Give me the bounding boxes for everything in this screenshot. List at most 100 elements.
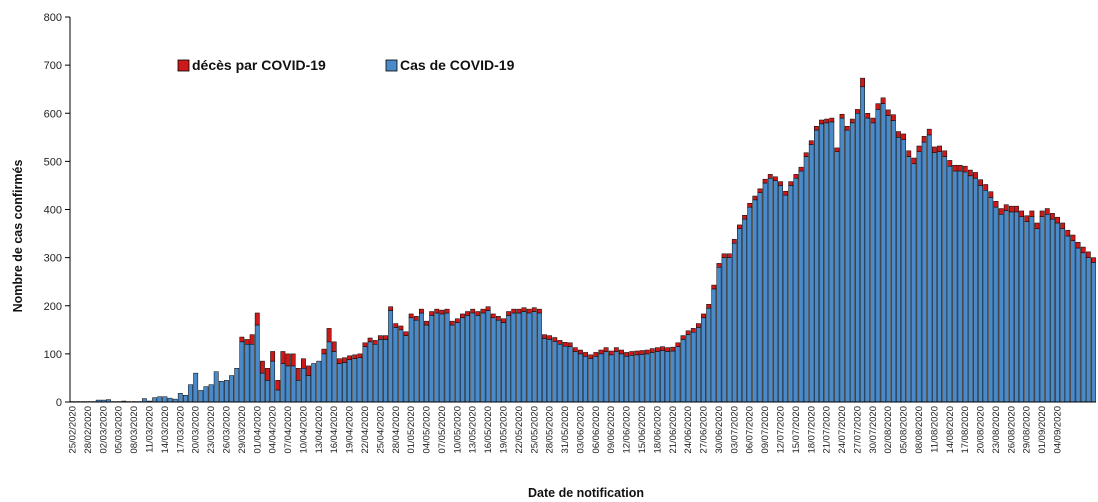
y-tick-label: 300 — [44, 253, 62, 265]
bar-deaths — [639, 350, 645, 355]
bar-deaths — [1055, 216, 1060, 224]
x-tick-label: 14/03/2020 — [160, 406, 171, 454]
bar-deaths — [721, 253, 727, 258]
bar-cases — [383, 339, 388, 403]
bar-cases — [357, 357, 363, 403]
bar-cases — [870, 122, 876, 403]
bar-cases — [875, 109, 881, 403]
bar-cases — [880, 103, 886, 403]
bar-deaths — [685, 330, 691, 335]
x-tick-label: 03/06/2020 — [575, 406, 586, 454]
bar-cases — [475, 315, 481, 403]
x-tick-label: 03/07/2020 — [729, 406, 740, 454]
bar-deaths — [690, 328, 696, 333]
bar-deaths — [942, 150, 948, 157]
bar-deaths — [762, 178, 768, 184]
x-tick-label: 04/09/2020 — [1053, 406, 1064, 454]
bar-cases — [326, 341, 332, 403]
bar-cases — [1044, 214, 1050, 403]
bar-cases — [593, 356, 599, 403]
y-tick-label: 0 — [56, 397, 62, 409]
x-tick-label: 09/06/2020 — [606, 406, 617, 454]
bar-deaths — [1014, 205, 1019, 213]
bar-deaths — [593, 352, 599, 357]
bar-cases — [352, 358, 358, 403]
bar-cases — [239, 341, 245, 403]
bar-deaths — [680, 335, 686, 340]
bar-deaths — [249, 334, 255, 345]
y-tick-label: 700 — [44, 60, 62, 72]
bar-cases — [444, 312, 450, 403]
x-tick-label: 23/08/2020 — [991, 406, 1002, 454]
y-axis-title: Nombre de cas confirmés — [11, 160, 25, 313]
bar-cases — [988, 197, 994, 403]
bar-cases — [495, 319, 501, 403]
bar-cases — [198, 390, 204, 403]
bar-deaths — [911, 157, 917, 165]
bar-deaths — [978, 179, 983, 186]
bar-cases — [424, 324, 429, 403]
x-tick-label: 11/03/2020 — [145, 406, 156, 453]
bar-cases — [521, 311, 527, 403]
bar-deaths — [1075, 241, 1081, 249]
x-tick-label: 17/08/2020 — [960, 406, 971, 454]
bar-deaths — [275, 380, 281, 391]
bar-cases — [536, 312, 542, 403]
bar-cases — [254, 324, 260, 403]
bar-cases — [193, 372, 199, 403]
bar-cases — [788, 185, 794, 403]
bar-cases — [896, 137, 901, 403]
bar-deaths — [254, 312, 260, 326]
x-tick-label: 10/04/2020 — [298, 406, 309, 454]
bar-cases — [259, 372, 265, 403]
x-tick-label: 08/08/2020 — [914, 406, 925, 454]
bar-deaths — [1024, 215, 1030, 222]
bar-deaths — [803, 152, 809, 157]
bar-deaths — [962, 165, 968, 173]
bar-cases — [1049, 218, 1055, 403]
x-tick-label: 30/06/2020 — [714, 406, 725, 454]
bar-cases — [301, 368, 306, 403]
x-axis-title: Date de notification — [528, 486, 644, 500]
x-tick-label: 25/05/2020 — [529, 406, 540, 454]
bar-cases — [588, 358, 594, 403]
x-tick-label: 23/03/2020 — [206, 406, 217, 454]
legend-swatch-cas — [385, 59, 398, 72]
bar-deaths — [619, 349, 624, 355]
bar-cases — [578, 353, 583, 403]
bar-deaths — [644, 349, 650, 355]
bar-deaths — [326, 328, 332, 343]
bar-cases — [721, 257, 727, 403]
x-tick-label: 08/03/2020 — [129, 406, 140, 454]
bar-cases — [429, 315, 435, 403]
bar-deaths — [516, 308, 522, 314]
bar-cases — [767, 177, 773, 403]
bar-cases — [362, 346, 368, 403]
bar-cases — [772, 180, 778, 403]
x-tick-label: 01/04/2020 — [252, 406, 263, 454]
bar-deaths — [342, 357, 347, 363]
bar-cases — [685, 334, 691, 403]
bar-cases — [901, 139, 907, 403]
bar-cases — [265, 380, 270, 403]
bar-deaths — [608, 350, 614, 356]
bar-deaths — [1029, 210, 1035, 217]
bar-deaths — [926, 128, 932, 136]
bar-deaths — [814, 125, 819, 131]
bar-cases — [572, 351, 578, 403]
x-tick-label: 06/07/2020 — [745, 406, 756, 454]
x-tick-label: 25/02/2020 — [68, 406, 79, 454]
bar-deaths — [696, 323, 701, 328]
bar-cases — [839, 117, 845, 403]
bar-deaths — [808, 140, 814, 145]
x-tick-label: 24/06/2020 — [683, 406, 694, 454]
bar-cases — [1029, 216, 1035, 403]
bar-deaths — [629, 351, 635, 356]
bar-deaths — [244, 339, 250, 345]
bar-cases — [311, 363, 317, 403]
bar-deaths — [973, 172, 978, 179]
bar-deaths — [490, 313, 496, 319]
bar-deaths — [413, 316, 419, 321]
bar-cases — [408, 317, 414, 403]
bar-cases — [434, 312, 440, 403]
